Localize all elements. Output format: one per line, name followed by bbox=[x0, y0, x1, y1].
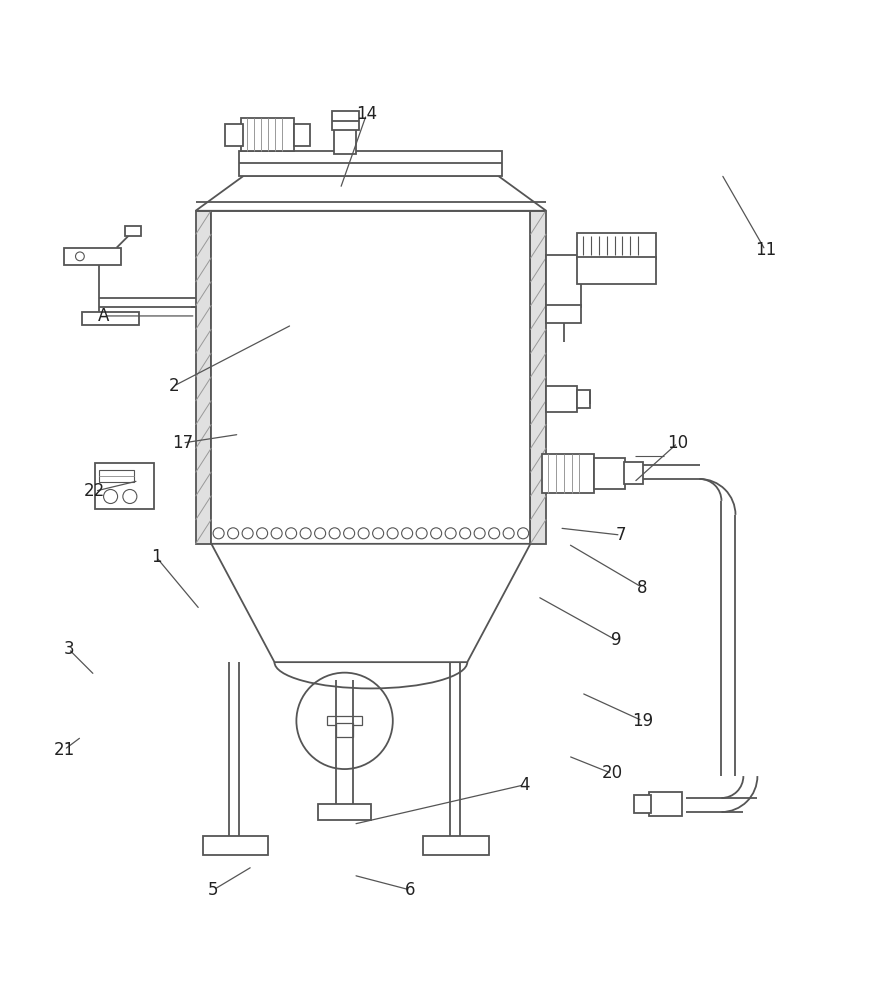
Polygon shape bbox=[212, 544, 530, 662]
Text: 8: 8 bbox=[638, 579, 648, 597]
Bar bbox=[327, 716, 363, 725]
Text: 6: 6 bbox=[405, 881, 415, 899]
Text: 22: 22 bbox=[84, 482, 106, 500]
Bar bbox=[336, 723, 354, 737]
Circle shape bbox=[228, 528, 239, 539]
Circle shape bbox=[257, 528, 267, 539]
Text: 3: 3 bbox=[64, 640, 74, 658]
Circle shape bbox=[489, 528, 500, 539]
Bar bbox=[333, 111, 359, 130]
Circle shape bbox=[300, 528, 311, 539]
Text: 17: 17 bbox=[172, 434, 193, 452]
Bar bbox=[125, 226, 141, 236]
Bar bbox=[203, 836, 268, 855]
Text: 20: 20 bbox=[602, 764, 623, 782]
Circle shape bbox=[286, 528, 296, 539]
Bar bbox=[577, 390, 590, 408]
Bar bbox=[239, 151, 503, 176]
Text: 19: 19 bbox=[632, 712, 654, 730]
Bar bbox=[546, 305, 581, 323]
Circle shape bbox=[123, 489, 137, 504]
Circle shape bbox=[460, 528, 471, 539]
Bar bbox=[634, 795, 651, 813]
Bar bbox=[594, 458, 625, 489]
Bar bbox=[318, 804, 371, 820]
Bar bbox=[546, 255, 581, 307]
Text: 1: 1 bbox=[151, 548, 161, 566]
Bar bbox=[196, 211, 212, 544]
Text: 21: 21 bbox=[54, 741, 75, 759]
Bar bbox=[577, 233, 655, 259]
Circle shape bbox=[401, 528, 413, 539]
Circle shape bbox=[296, 673, 392, 769]
Circle shape bbox=[243, 528, 253, 539]
Text: 7: 7 bbox=[616, 526, 626, 544]
Circle shape bbox=[76, 252, 85, 261]
Bar bbox=[577, 257, 655, 284]
Text: 5: 5 bbox=[208, 881, 219, 899]
Circle shape bbox=[387, 528, 398, 539]
Bar bbox=[99, 470, 134, 482]
Circle shape bbox=[416, 528, 427, 539]
Text: 14: 14 bbox=[356, 105, 377, 123]
Circle shape bbox=[475, 528, 485, 539]
Bar bbox=[542, 454, 594, 493]
Circle shape bbox=[329, 528, 340, 539]
Text: 10: 10 bbox=[667, 434, 688, 452]
Text: 2: 2 bbox=[168, 377, 179, 395]
Text: 4: 4 bbox=[519, 776, 529, 794]
Circle shape bbox=[358, 528, 370, 539]
Circle shape bbox=[372, 528, 384, 539]
Bar bbox=[294, 124, 310, 146]
Bar bbox=[64, 248, 121, 265]
Bar bbox=[241, 118, 294, 151]
Circle shape bbox=[271, 528, 282, 539]
Text: 9: 9 bbox=[611, 631, 622, 649]
Bar bbox=[226, 124, 243, 146]
Circle shape bbox=[503, 528, 514, 539]
Bar bbox=[94, 463, 154, 509]
Bar bbox=[82, 312, 138, 325]
Circle shape bbox=[344, 528, 355, 539]
Circle shape bbox=[518, 528, 528, 539]
Circle shape bbox=[213, 528, 224, 539]
Bar bbox=[530, 211, 546, 544]
Bar bbox=[212, 211, 530, 544]
Bar bbox=[649, 792, 682, 816]
Bar bbox=[334, 117, 356, 154]
Circle shape bbox=[430, 528, 442, 539]
Circle shape bbox=[103, 489, 117, 504]
Bar bbox=[624, 462, 644, 484]
Text: A: A bbox=[98, 307, 109, 325]
Bar bbox=[546, 386, 577, 412]
Circle shape bbox=[315, 528, 325, 539]
Circle shape bbox=[445, 528, 456, 539]
Text: 11: 11 bbox=[755, 241, 776, 259]
Bar bbox=[423, 836, 490, 855]
Polygon shape bbox=[196, 176, 546, 211]
